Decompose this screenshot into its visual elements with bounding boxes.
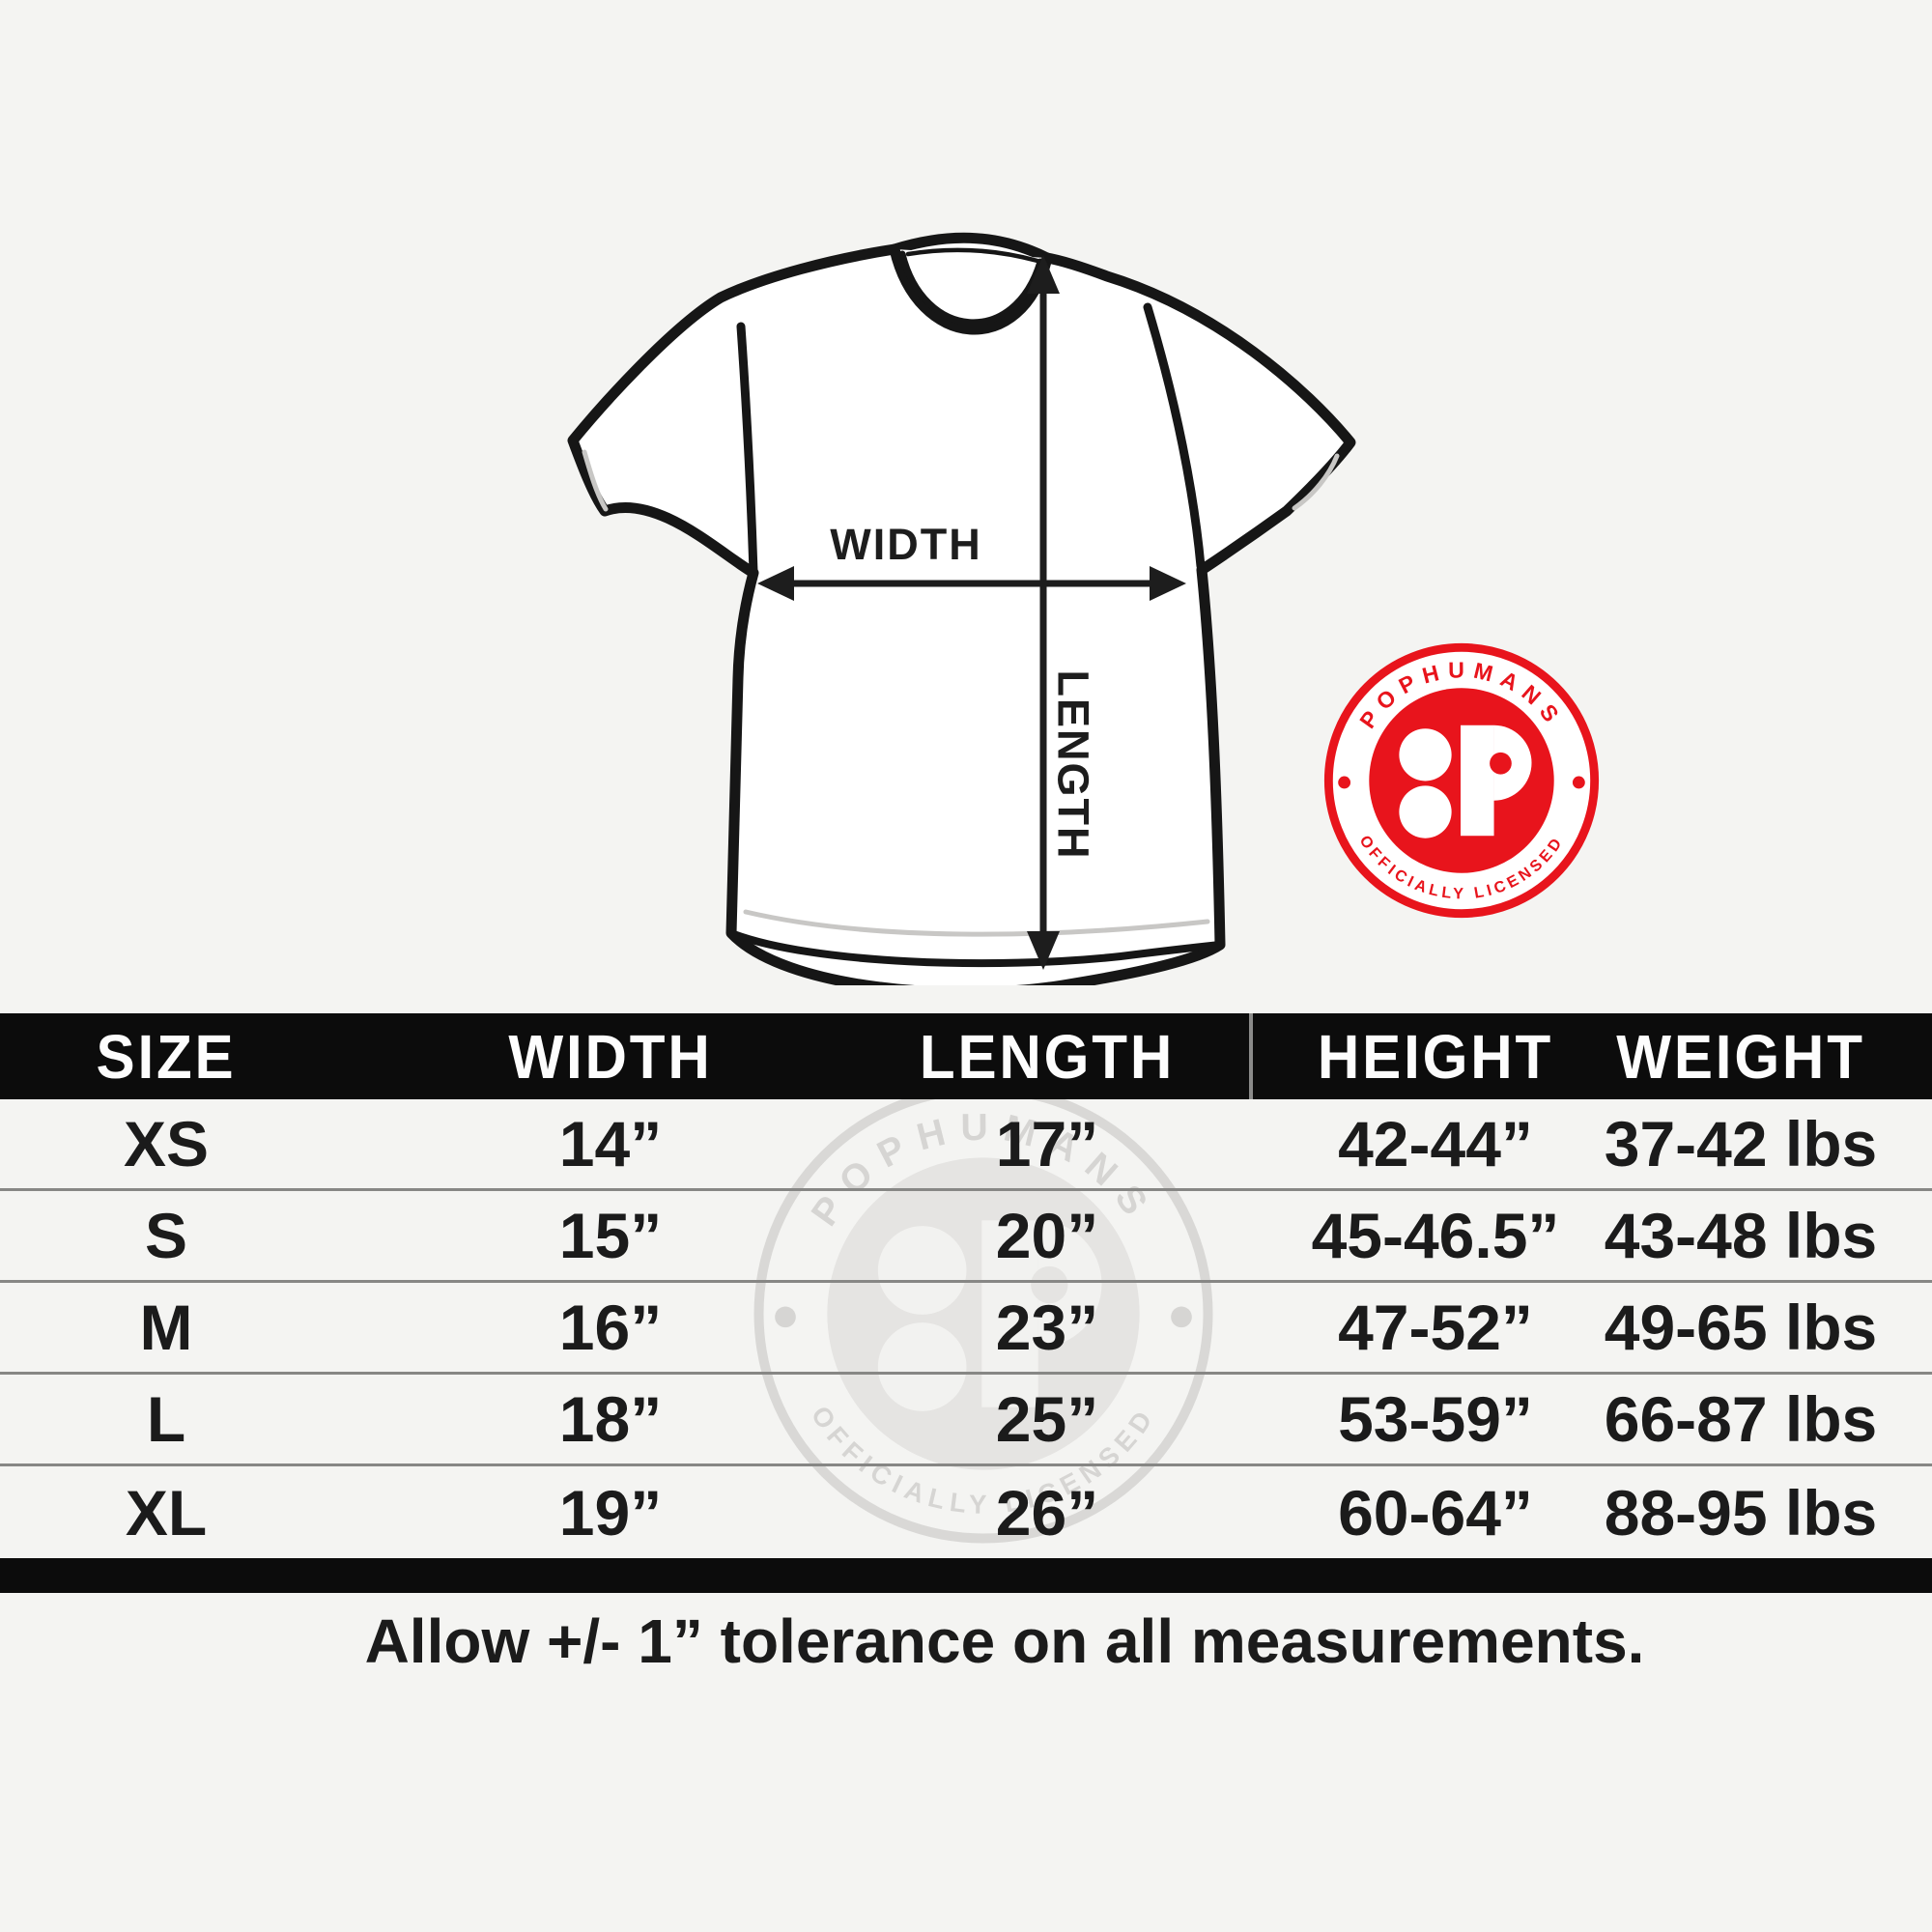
cell: 26” — [995, 1476, 1099, 1548]
cell: M — [139, 1292, 193, 1363]
tolerance-note: Allow +/- 1” tolerance on all measuremen… — [364, 1606, 1645, 1676]
cell: 16” — [558, 1292, 663, 1363]
cell: 19” — [558, 1476, 663, 1548]
table-header-row: SIZE WIDTH LENGTH HEIGHT WEIGHT — [0, 1013, 1932, 1099]
cell: 43-48 lbs — [1604, 1200, 1878, 1271]
cell: L — [146, 1383, 186, 1455]
width-arrow — [757, 566, 1186, 601]
cell: 25” — [995, 1383, 1099, 1455]
header-bar-seam — [1249, 1013, 1253, 1099]
length-arrow — [1027, 255, 1060, 970]
watermark-right-dot — [1171, 1306, 1192, 1328]
cell: XS — [123, 1108, 210, 1179]
table-row-xl: XL 19” 26” 60-64” 88-95 lbs — [0, 1466, 1932, 1558]
cell: 60-64” — [1338, 1476, 1533, 1548]
header-cell-height: HEIGHT — [1317, 1021, 1554, 1092]
badge-left-dot — [1338, 776, 1351, 789]
header-cell-length: LENGTH — [919, 1021, 1176, 1092]
cell: 53-59” — [1338, 1383, 1533, 1455]
brand-badge: POPHUMANS OFFICIALLY LICENSED — [1323, 642, 1600, 919]
cell: 15” — [558, 1200, 663, 1271]
badge-right-dot — [1572, 776, 1585, 789]
cell: 17” — [995, 1108, 1099, 1179]
size-table: SIZE WIDTH LENGTH HEIGHT WEIGHT XS 14” 17” 42-4… — [0, 1013, 1932, 1593]
table-row-s: S 15” 20” 45-46.5” 43-48 lbs — [0, 1191, 1932, 1283]
cell: 45-46.5” — [1311, 1200, 1560, 1271]
collar-backneck-line — [905, 247, 1040, 264]
header-cell-size: SIZE — [96, 1021, 237, 1092]
cell: XL — [125, 1476, 208, 1548]
left-cuff-line — [582, 449, 609, 512]
watermark-monogram-icon — [877, 1220, 1102, 1411]
left-sleeve-seam — [736, 322, 758, 577]
cell: 66-87 lbs — [1604, 1383, 1878, 1455]
length-label: LENGTH — [1049, 670, 1098, 861]
tshirt-diagram: WIDTH LENGTH — [567, 232, 1356, 985]
watermark-left-dot — [775, 1306, 796, 1328]
header-cell-width: WIDTH — [508, 1021, 713, 1092]
table-footer-bar — [0, 1558, 1932, 1593]
table-row-l: L 18” 25” 53-59” 66-87 lbs — [0, 1375, 1932, 1466]
cell: 37-42 lbs — [1604, 1108, 1878, 1179]
badge-monogram-icon — [1399, 724, 1532, 838]
tshirt-outline — [567, 232, 1356, 985]
table-row-m: M 16” 23” 47-52” 49-65 lbs — [0, 1283, 1932, 1375]
cell: 42-44” — [1338, 1108, 1533, 1179]
cell: 20” — [995, 1200, 1099, 1271]
table-row-xs: XS 14” 17” 42-44” 37-42 lbs — [0, 1099, 1932, 1191]
cell: 47-52” — [1338, 1292, 1533, 1363]
cell: S — [144, 1200, 188, 1271]
cell: 14” — [558, 1108, 663, 1179]
right-sleeve-seam — [1143, 302, 1206, 571]
collar-rib-line — [898, 250, 1044, 327]
right-cuff-line — [1292, 453, 1340, 511]
width-label: WIDTH — [830, 520, 981, 569]
table-body: XS 14” 17” 42-44” 37-42 lbs S 15” 20” 45-46.5” 43… — [0, 1099, 1932, 1558]
cell: 18” — [558, 1383, 663, 1455]
cell: 49-65 lbs — [1604, 1292, 1878, 1363]
header-cell-weight: WEIGHT — [1616, 1021, 1865, 1092]
cell: 88-95 lbs — [1604, 1476, 1878, 1548]
cell: 23” — [995, 1292, 1099, 1363]
hem-stitch-line — [743, 909, 1210, 937]
